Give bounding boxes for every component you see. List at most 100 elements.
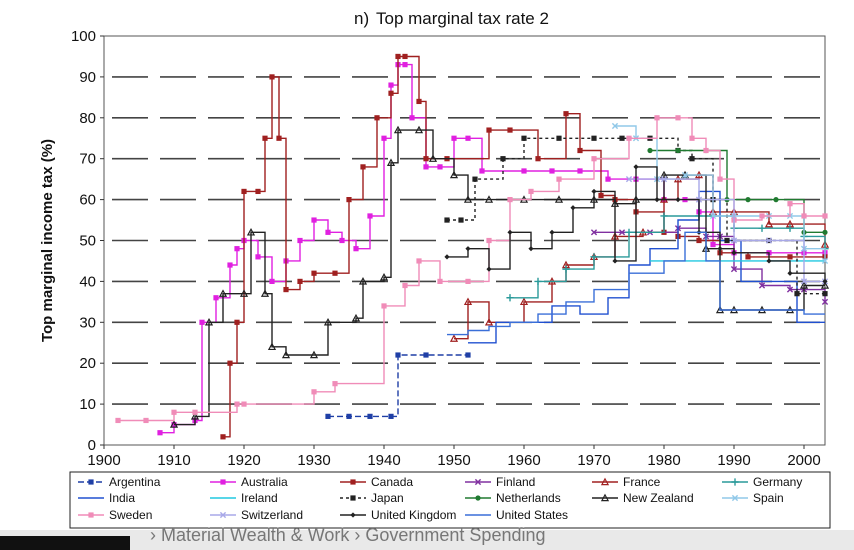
data-point (577, 168, 583, 174)
legend-swatch-marker (600, 477, 610, 486)
data-point (444, 254, 450, 260)
legend-label: Germany (753, 475, 802, 489)
data-point (519, 297, 529, 306)
legend-item-germany: Germany (722, 475, 802, 489)
data-point (423, 352, 429, 358)
data-point (276, 135, 282, 141)
data-point (115, 417, 121, 424)
legend-item-canada: Canada (340, 475, 413, 489)
data-point (689, 135, 695, 141)
data-point (157, 430, 163, 436)
data-point (323, 317, 333, 326)
data-point (822, 229, 828, 235)
data-point (660, 212, 668, 220)
data-point (465, 135, 471, 141)
series-line-switzerland (629, 178, 825, 283)
series-sweden (115, 115, 828, 424)
x-tick-label: 1960 (507, 452, 540, 469)
data-point (260, 289, 270, 297)
legend-label: Ireland (241, 491, 278, 505)
chart-title-panel-letter: n) (354, 9, 369, 28)
data-point (379, 272, 389, 281)
data-point (465, 352, 471, 358)
data-point (717, 246, 723, 252)
data-point (591, 188, 597, 195)
series-india (468, 190, 825, 344)
legend-item-finland: Finland (465, 475, 535, 489)
data-point (465, 246, 471, 252)
data-point (297, 237, 303, 244)
data-point (689, 156, 695, 162)
data-point (269, 278, 275, 284)
data-point (234, 319, 240, 325)
data-point (528, 246, 534, 252)
x-tick-label: 1900 (87, 452, 120, 469)
data-point (660, 176, 668, 183)
data-point (325, 413, 331, 419)
data-point (591, 135, 597, 141)
data-point (213, 295, 219, 301)
data-point (675, 115, 681, 121)
data-point (367, 213, 373, 219)
data-point (549, 168, 555, 174)
footer-dark-bar (0, 536, 130, 550)
data-point (388, 413, 394, 419)
data-point (311, 217, 317, 223)
data-point (710, 241, 716, 248)
data-point (227, 262, 233, 268)
data-point (409, 115, 415, 121)
data-point (758, 224, 766, 232)
legend-label: Canada (371, 475, 413, 489)
data-point (437, 278, 443, 284)
x-tick-label: 1940 (367, 452, 400, 469)
data-point (659, 170, 669, 179)
data-point (463, 297, 473, 306)
data-point (171, 409, 177, 415)
data-point (562, 265, 570, 273)
y-tick-label: 40 (79, 273, 96, 290)
data-point (696, 237, 702, 244)
data-point (794, 291, 800, 297)
data-point (654, 197, 660, 203)
data-point (423, 164, 429, 170)
legend-swatch-marker (475, 495, 481, 501)
data-point (367, 413, 373, 419)
data-point (339, 237, 345, 244)
data-point (563, 111, 569, 117)
data-point (360, 164, 366, 170)
data-point (192, 409, 198, 415)
data-point (416, 258, 422, 264)
data-point (255, 254, 261, 260)
data-point (647, 147, 653, 154)
data-point (479, 168, 485, 174)
legend-item-ireland: Ireland (210, 491, 278, 505)
data-point (535, 156, 541, 162)
data-point (402, 62, 408, 68)
legend-label: Australia (241, 475, 288, 489)
y-tick-label: 90 (79, 69, 96, 86)
data-point (255, 188, 261, 195)
series-line-united-states (447, 231, 825, 336)
data-point (591, 156, 597, 162)
legend-item-india: India (78, 491, 135, 505)
series-argentina (325, 352, 471, 419)
data-point (625, 228, 633, 236)
data-point (507, 229, 513, 235)
data-point (611, 122, 619, 130)
data-point (388, 82, 394, 88)
chart-title-text: Top marginal tax rate 2 (376, 9, 549, 28)
footer-breadcrumb: › Material Wealth & Work › Government Sp… (150, 525, 546, 545)
data-point (528, 188, 534, 195)
data-point (239, 289, 249, 297)
legend-item-france: France (592, 475, 661, 489)
legend-item-sweden: Sweden (78, 508, 152, 522)
data-point (393, 125, 403, 134)
legend-label: Finland (496, 475, 535, 489)
data-point (297, 278, 303, 284)
data-point (675, 197, 681, 203)
data-point (325, 229, 331, 235)
data-point (414, 125, 424, 134)
x-tick-label: 1910 (157, 452, 190, 469)
legend-label: Japan (371, 491, 404, 505)
data-point (730, 266, 738, 273)
